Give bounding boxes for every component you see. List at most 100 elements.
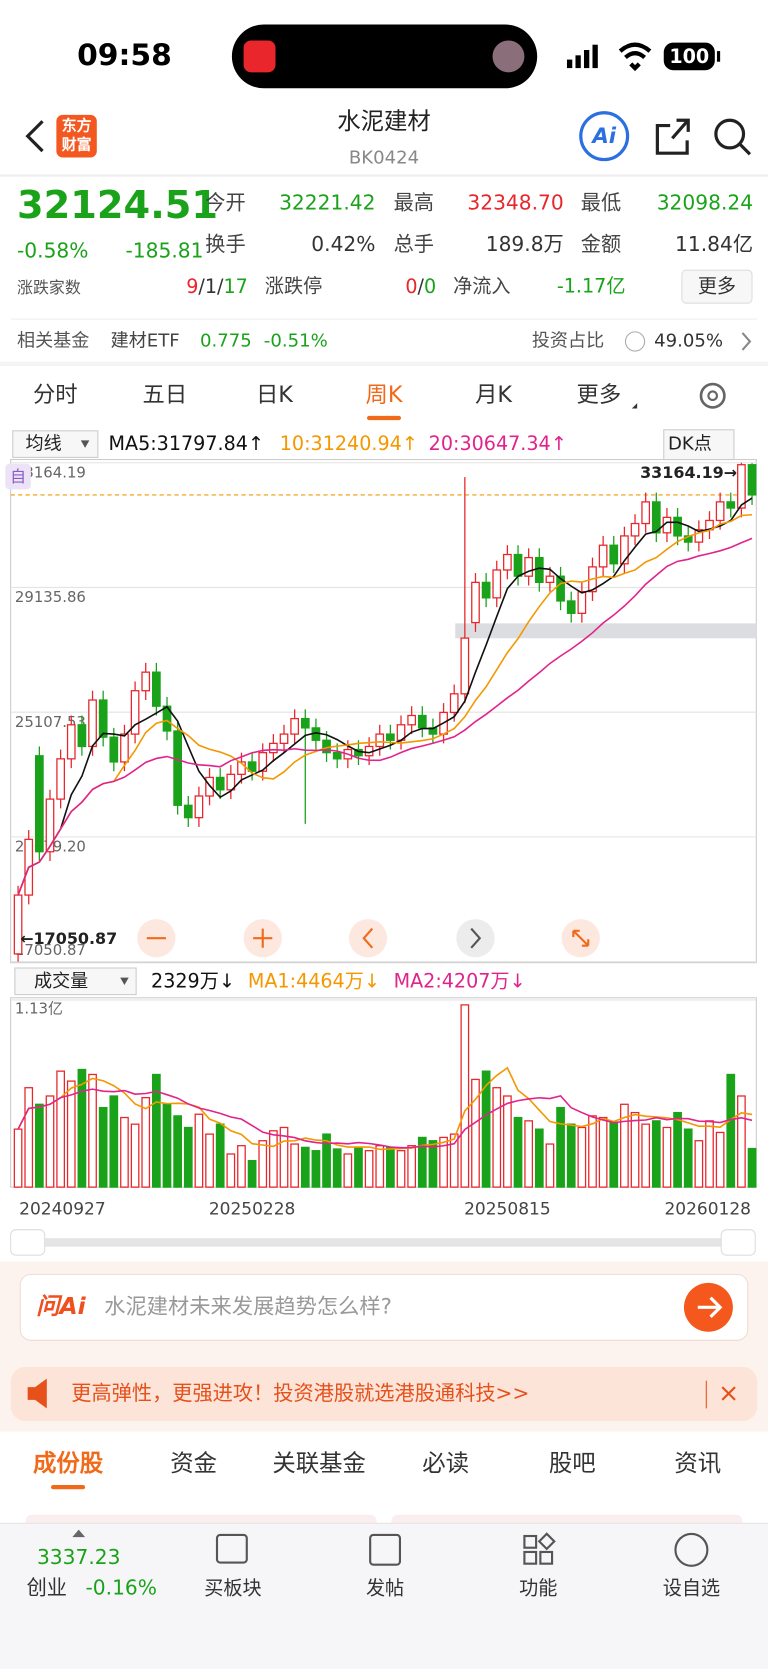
signal-icon: [566, 44, 598, 69]
breadth-sep: /: [217, 275, 224, 298]
volume-bar: [694, 1140, 704, 1188]
chart-tab[interactable]: 更多: [577, 382, 622, 408]
chart-tab[interactable]: 周K: [366, 382, 404, 408]
bottom-nav: [0, 1523, 768, 1669]
section-tab[interactable]: 股吧: [549, 1449, 596, 1477]
settings-icon[interactable]: [699, 382, 726, 409]
volume-bar: [726, 1073, 736, 1188]
limit-down: 0: [424, 275, 436, 298]
logo-text: 财富: [62, 136, 92, 154]
nav-item[interactable]: 设自选: [663, 1577, 720, 1600]
fund-price: 0.775: [200, 330, 252, 351]
zone-band: [455, 623, 757, 639]
volume-legend: MA2:4207万↓: [394, 969, 526, 992]
ask-box[interactable]: [19, 1273, 749, 1341]
close-button[interactable]: [721, 1386, 736, 1401]
chart-tab[interactable]: 日K: [256, 382, 294, 408]
volume-ma-line: [17, 1066, 753, 1151]
nav-item[interactable]: 功能: [519, 1577, 557, 1600]
chart-tool-icon: [253, 928, 273, 948]
ai-label: Ai: [590, 124, 616, 149]
candle-body: [503, 553, 512, 571]
dk-button[interactable]: [663, 429, 735, 461]
section-tab[interactable]: 成份股: [33, 1449, 104, 1477]
chart-tool[interactable]: [348, 919, 388, 958]
volume-bar: [556, 1106, 565, 1188]
volume-bar: [247, 1159, 257, 1188]
volume-bar: [386, 1146, 395, 1188]
volume-bar: [471, 1078, 480, 1188]
volume-bar: [513, 1116, 523, 1188]
candle-body: [556, 575, 565, 602]
ai-button[interactable]: [579, 111, 630, 162]
volume-bar: [354, 1146, 363, 1188]
change: -185.81: [126, 239, 204, 263]
field-value: 32348.70: [467, 191, 563, 215]
netflow-value: -1.17亿: [557, 275, 626, 298]
nav-icon: [674, 1532, 709, 1567]
volume-bar: [673, 1111, 682, 1188]
divider: [0, 361, 768, 366]
candle-body: [237, 761, 246, 775]
ratio-label: 投资占比: [532, 330, 604, 351]
dropdown-arrow: [631, 403, 638, 409]
back-button[interactable]: [25, 120, 44, 153]
candle-body: [715, 501, 725, 522]
banner[interactable]: [10, 1366, 758, 1422]
battery-level: 100: [669, 45, 709, 68]
field-label: 今开: [205, 191, 245, 215]
chart-tab[interactable]: 分时: [33, 382, 78, 408]
volume-bar: [215, 1123, 225, 1188]
section-tab[interactable]: 必读: [422, 1449, 469, 1477]
section-tab[interactable]: 关联基金: [272, 1449, 366, 1477]
section-tab[interactable]: 资金: [170, 1449, 217, 1477]
candle-body: [226, 773, 236, 791]
chart-tab[interactable]: 月K: [475, 382, 513, 408]
logo-text: 东方: [62, 117, 92, 135]
y-tick-label: 29135.86: [15, 588, 86, 606]
volume-ma-line: [17, 1088, 753, 1149]
more-label: 更多: [698, 275, 736, 298]
candle-body: [290, 717, 300, 735]
volume-bar: [492, 1087, 502, 1188]
section-tab[interactable]: 资讯: [674, 1449, 721, 1477]
candle-body: [215, 776, 225, 791]
volume-bar: [375, 1145, 385, 1188]
indicator-select[interactable]: [14, 967, 137, 996]
dynamic-island: [231, 24, 538, 89]
volume-bar: [630, 1111, 640, 1188]
wifi-icon: [618, 42, 652, 72]
slider-handle[interactable]: [10, 1229, 46, 1256]
candle-body: [66, 724, 76, 760]
share-button[interactable]: [655, 118, 690, 155]
volume-bar: [205, 1133, 214, 1188]
event-marker: [5, 463, 31, 490]
volume-bar: [311, 1150, 321, 1188]
candle-body: [577, 591, 587, 614]
volume-bar: [88, 1073, 97, 1188]
help-icon[interactable]: [624, 331, 646, 352]
candle-body: [279, 733, 289, 745]
candle-body: [566, 600, 576, 614]
candle-body: [120, 733, 129, 763]
x-tick-label: 20240927: [19, 1199, 106, 1219]
search-button[interactable]: [714, 118, 752, 156]
nav-item[interactable]: 买板块: [204, 1577, 261, 1600]
price: 32124.51: [17, 183, 218, 228]
ma-line: [17, 513, 753, 896]
volume-bar: [545, 1143, 555, 1188]
nav-item[interactable]: 发帖: [366, 1577, 404, 1600]
candle-body: [481, 581, 491, 599]
chart-tab[interactable]: 五日: [143, 382, 188, 408]
y-tick-label: 33164.19: [15, 463, 86, 481]
more-button[interactable]: [681, 269, 753, 304]
candle-body: [88, 699, 97, 748]
volume-bar: [258, 1140, 268, 1188]
candle-body: [269, 742, 278, 754]
chart-tool-icon: [572, 929, 590, 947]
candle-body: [407, 714, 417, 726]
slider-handle[interactable]: [720, 1229, 756, 1256]
chart-tool[interactable]: [456, 919, 495, 958]
volume-bar: [417, 1136, 427, 1188]
index-value: 3337.23: [37, 1545, 121, 1569]
